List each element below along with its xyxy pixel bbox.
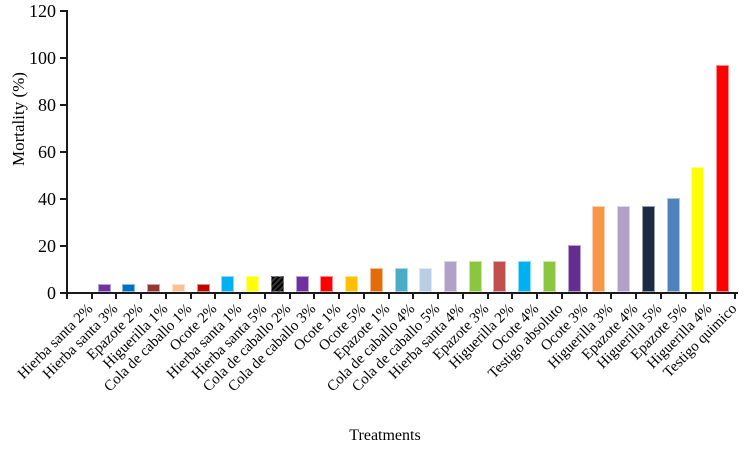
x-axis-tick <box>560 294 563 299</box>
x-axis-tick <box>734 294 736 299</box>
y-tick-label: 120 <box>29 1 56 21</box>
x-axis-tick <box>239 294 242 299</box>
x-axis-tick <box>90 294 93 299</box>
bar <box>246 276 259 292</box>
y-axis-tick <box>60 57 66 59</box>
x-axis-tick <box>659 294 662 299</box>
x-axis-tick <box>387 294 390 299</box>
bar <box>345 276 358 292</box>
y-tick-label: 40 <box>38 189 56 209</box>
x-axis-tick <box>313 294 316 299</box>
x-axis-tick <box>214 294 217 299</box>
y-tick-label: 60 <box>38 142 56 162</box>
x-axis-tick <box>486 294 489 299</box>
x-axis-tick <box>437 294 440 299</box>
y-axis-tick <box>60 198 66 200</box>
bar <box>667 198 680 292</box>
bar <box>518 261 531 292</box>
y-axis-tick <box>60 104 66 106</box>
x-axis-tick <box>610 294 613 299</box>
x-axis-tick <box>338 294 341 299</box>
y-axis-tick <box>60 151 66 153</box>
bar <box>122 284 135 292</box>
x-axis-tick <box>585 294 588 299</box>
bar <box>221 276 234 292</box>
bar <box>320 276 333 292</box>
x-axis-tick <box>66 294 68 299</box>
bar <box>568 245 581 292</box>
y-axis-tick <box>60 245 66 247</box>
bar <box>642 206 655 292</box>
x-axis-tick <box>412 294 415 299</box>
bar <box>617 206 630 292</box>
bar <box>370 268 383 292</box>
bar <box>493 261 506 292</box>
x-axis-tick <box>511 294 514 299</box>
bar <box>716 65 729 292</box>
x-axis-tick <box>635 294 638 299</box>
y-axis-tick <box>60 10 66 12</box>
x-axis-tick <box>164 294 167 299</box>
x-axis-tick <box>684 294 687 299</box>
y-tick-label: 0 <box>47 283 56 303</box>
bar <box>98 284 111 292</box>
x-axis-tick <box>536 294 539 299</box>
y-tick-label: 80 <box>38 95 56 115</box>
y-tick-label: 20 <box>38 236 56 256</box>
bar <box>296 276 309 292</box>
x-axis-tick <box>288 294 291 299</box>
x-axis-tick <box>362 294 365 299</box>
y-tick-label: 100 <box>29 48 56 68</box>
bar <box>172 284 185 292</box>
x-axis-tick <box>709 294 712 299</box>
bar <box>592 206 605 292</box>
x-axis-tick <box>115 294 118 299</box>
x-axis-tick <box>189 294 192 299</box>
x-axis-tick <box>263 294 266 299</box>
bar <box>469 261 482 292</box>
y-axis-tick <box>60 292 66 294</box>
bar <box>543 261 556 292</box>
bar <box>691 167 704 292</box>
bar <box>444 261 457 292</box>
x-axis-tick <box>461 294 464 299</box>
x-axis-tick <box>140 294 143 299</box>
bar <box>419 268 432 292</box>
y-axis-line <box>66 10 68 294</box>
bar <box>147 284 160 292</box>
bar <box>395 268 408 292</box>
x-axis-line <box>66 292 738 294</box>
bar <box>197 284 210 292</box>
x-axis-title: Treatments <box>349 427 421 444</box>
bar <box>271 276 284 292</box>
